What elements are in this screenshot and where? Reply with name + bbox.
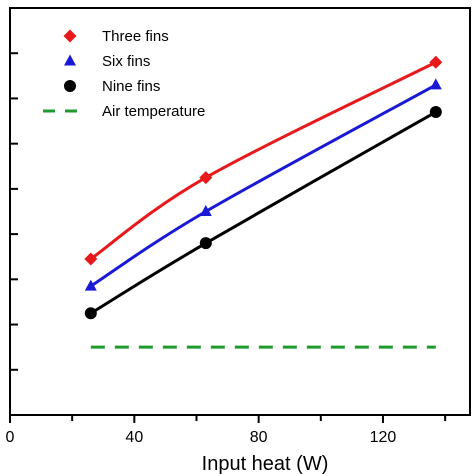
- legend-marker: [64, 80, 76, 92]
- x-tick-label: 0: [6, 429, 15, 446]
- x-tick-label: 40: [125, 429, 143, 446]
- series-line-2: [90, 110, 437, 315]
- data-point: [199, 237, 212, 250]
- series-line-1: [89, 83, 437, 288]
- x-axis-title: Input heat (W): [202, 453, 329, 474]
- legend-marker: [64, 54, 76, 66]
- series-markers: [84, 55, 443, 320]
- data-point: [199, 171, 213, 185]
- data-point: [429, 55, 443, 69]
- data-point: [429, 106, 442, 119]
- x-tick-label: 120: [370, 429, 397, 446]
- legend-marker: [63, 29, 77, 43]
- legend-label: Six fins: [102, 53, 150, 70]
- data-point: [84, 307, 97, 320]
- data-point: [84, 279, 97, 291]
- data-point: [429, 78, 442, 90]
- data-point: [199, 205, 212, 216]
- legend-label: Three fins: [102, 28, 169, 45]
- legend-label: Air temperature: [102, 103, 205, 120]
- legend: Three fins Six fins Nine fins Air temperatu…: [43, 28, 205, 120]
- legend-label: Nine fins: [102, 78, 160, 95]
- x-tick-label: 80: [250, 429, 268, 446]
- data-point: [84, 252, 98, 266]
- plot-frame: [9, 7, 471, 416]
- series-line-0: [89, 60, 437, 261]
- chart-axes: 0 40 80 120: [6, 7, 471, 446]
- series-lines: [89, 60, 437, 349]
